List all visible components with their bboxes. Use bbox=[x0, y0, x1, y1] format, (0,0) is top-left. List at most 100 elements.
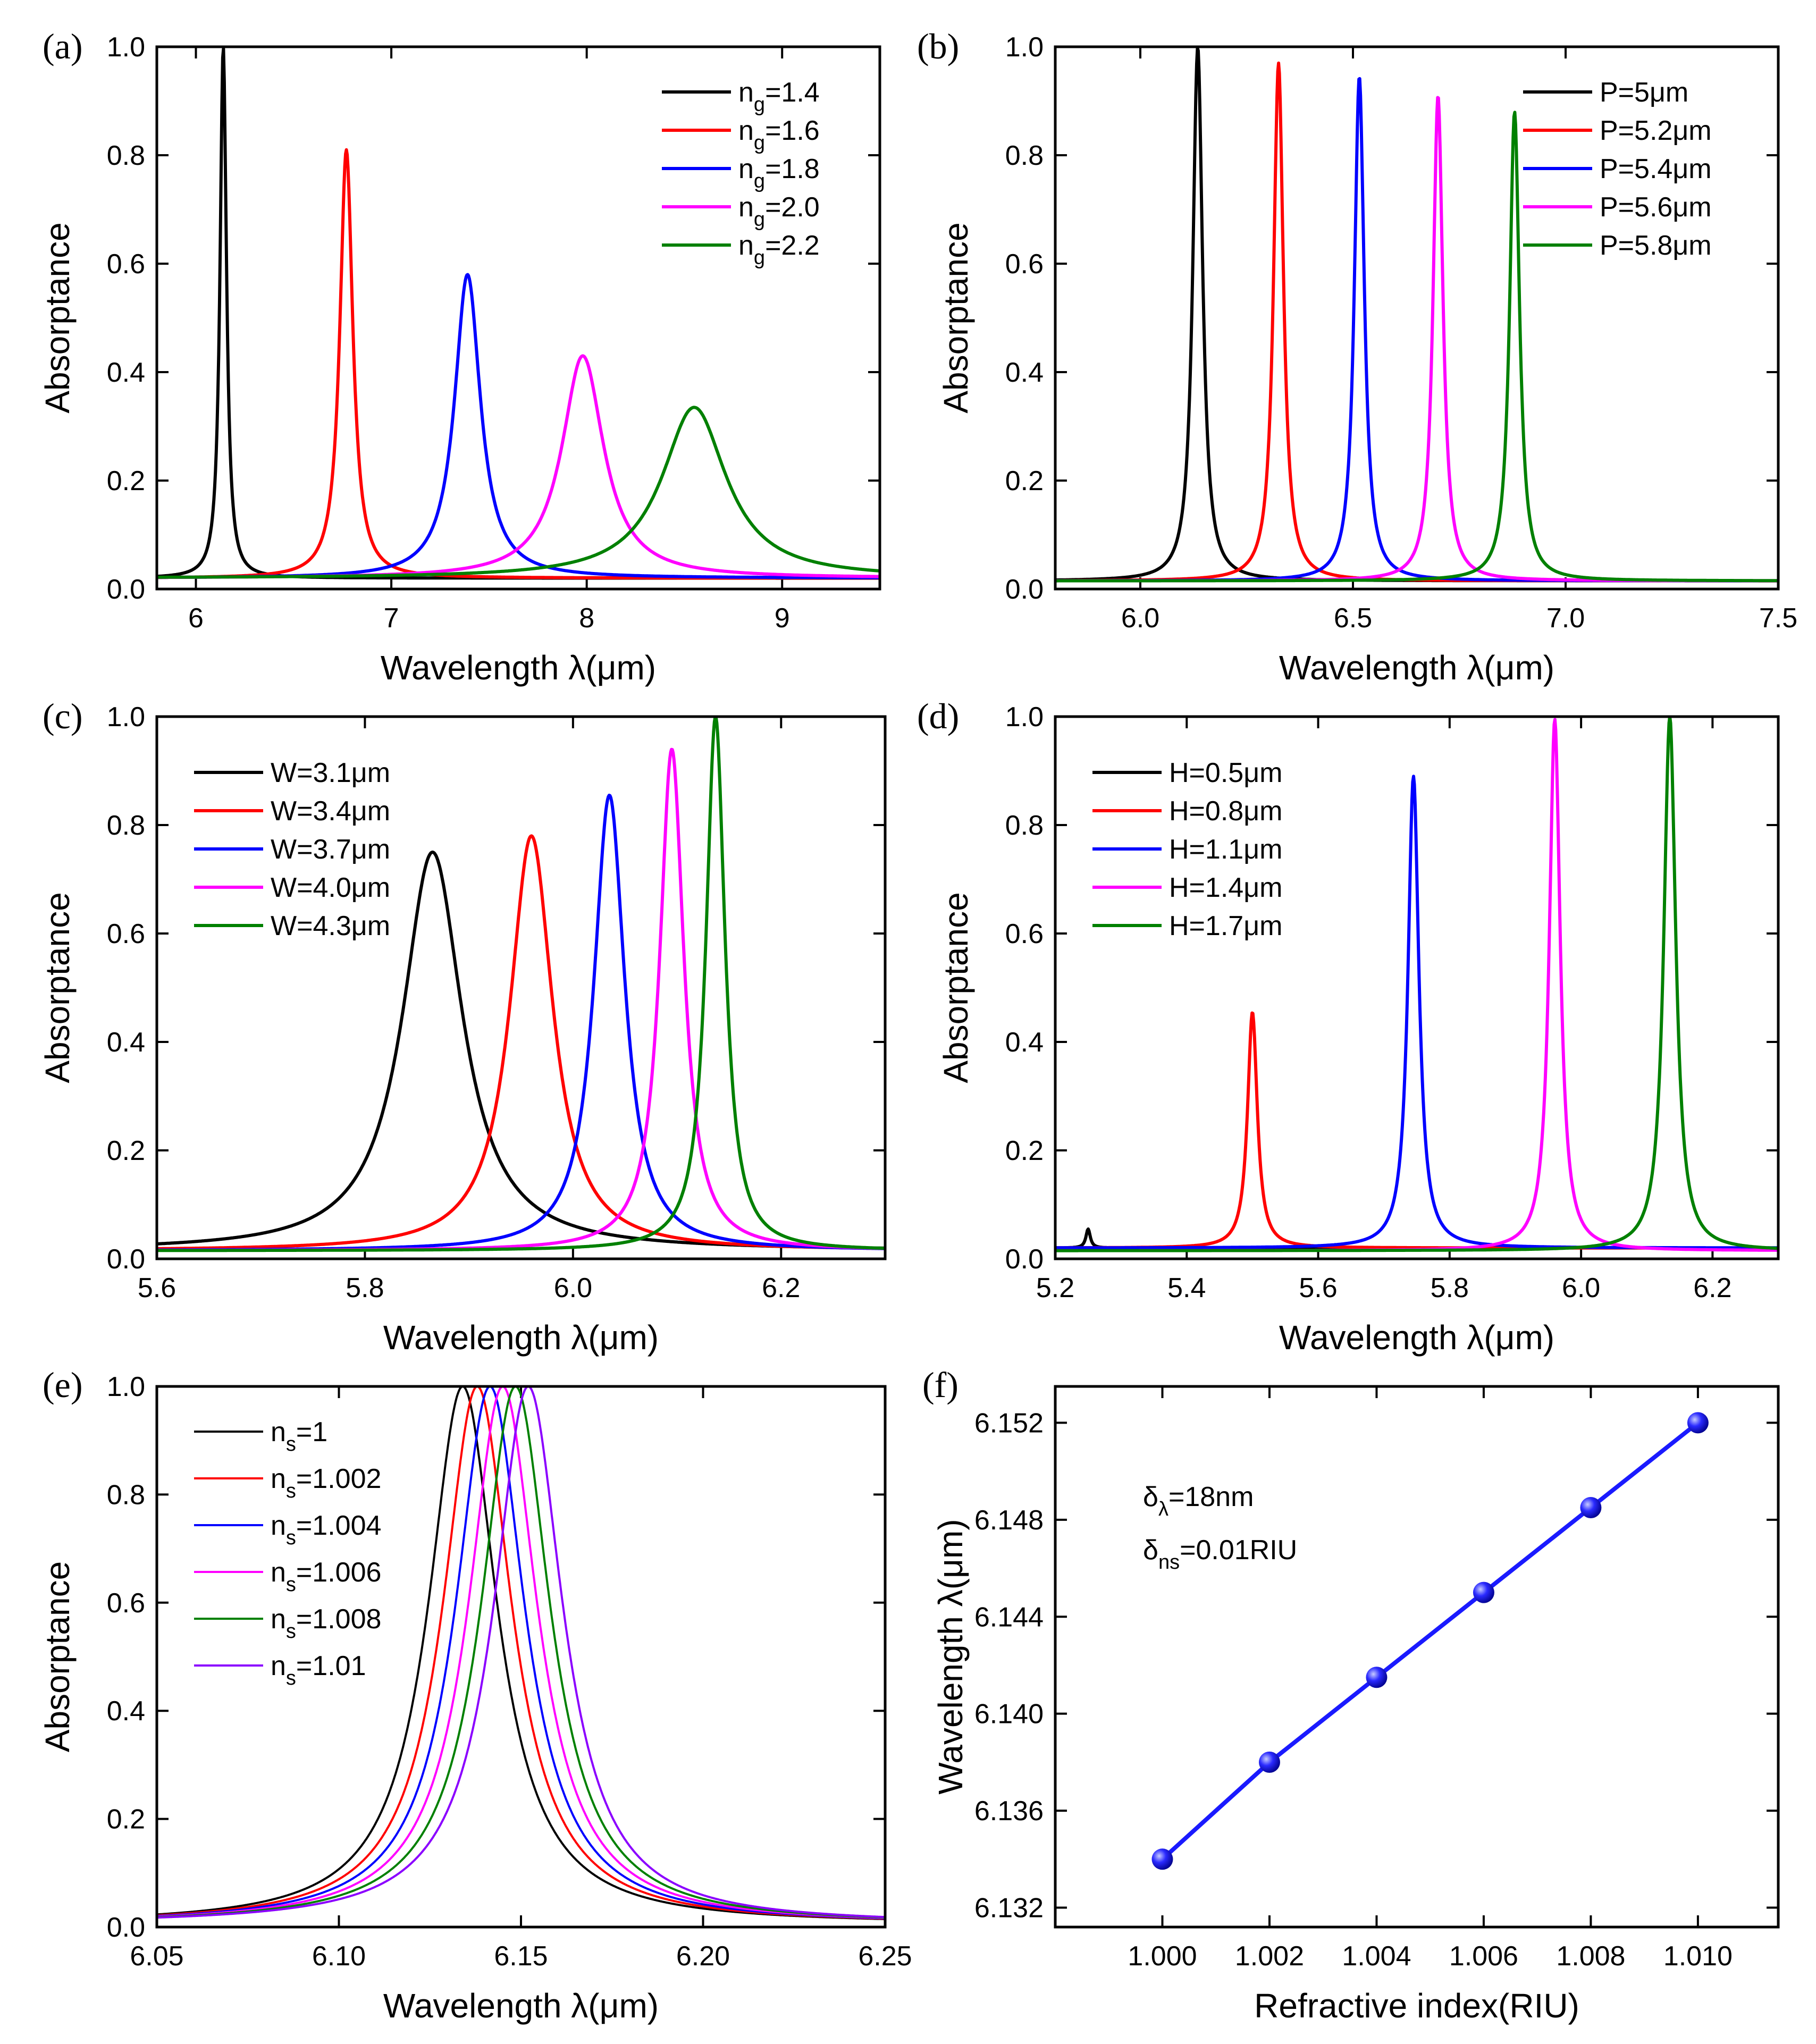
series-line-5 bbox=[1055, 717, 1778, 1252]
series-line-5 bbox=[157, 717, 885, 1252]
annotation-2-sub: ns bbox=[1158, 1551, 1180, 1574]
fit-line bbox=[1161, 1421, 1700, 1861]
y-tick-label: 6.132 bbox=[974, 1893, 1044, 1924]
legend-label-3-rest: =1.004 bbox=[296, 1510, 382, 1541]
y-tick-label: 1.0 bbox=[107, 702, 145, 733]
legend-label-4: ns=1.006 bbox=[271, 1557, 381, 1596]
legend-label-1: ns=1 bbox=[271, 1417, 327, 1456]
x-tick-label: 6.10 bbox=[312, 1941, 366, 1972]
x-tick-label: 6 bbox=[188, 603, 204, 634]
legend-label-1-main: n bbox=[271, 1417, 286, 1448]
plot-data bbox=[1161, 1421, 1700, 1861]
y-tick-label: 6.152 bbox=[974, 1408, 1044, 1439]
legend-label-1-main: P=5μm bbox=[1600, 77, 1688, 108]
legend-label-2-rest: =1.6 bbox=[765, 115, 820, 146]
legend-label-4: ng=2.0 bbox=[738, 192, 820, 231]
y-axis-label: Absorptance bbox=[38, 892, 77, 1083]
x-tick-label: 9 bbox=[775, 603, 790, 634]
plot-data bbox=[157, 1386, 885, 1921]
annotation-2-rest: =0.01RIU bbox=[1180, 1535, 1297, 1566]
x-axis-label: Wavelength λ(μm) bbox=[383, 1318, 659, 1357]
plot-data bbox=[1055, 47, 1778, 583]
data-point-3 bbox=[1366, 1667, 1388, 1688]
y-tick-label: 0.4 bbox=[1005, 1027, 1044, 1058]
legend-label-1: H=0.5μm bbox=[1169, 758, 1282, 788]
x-tick-label: 6.0 bbox=[1562, 1273, 1600, 1303]
series-line-5 bbox=[157, 1386, 885, 1919]
panel-d: (d) 5.2 5.4 5.6 5.8 6.0 6.2 0.0 0.2 0.4 0.6 0.8 1.0 W… bbox=[917, 696, 1780, 1357]
series-line-2 bbox=[1055, 1011, 1778, 1250]
series-line-5 bbox=[1055, 111, 1778, 583]
legend-label-4-main: n bbox=[738, 192, 754, 223]
legend-label-4-rest: =2.0 bbox=[765, 192, 820, 223]
panel-c: (c) 5.6 5.8 6.0 6.2 0.0 0.2 0.4 0.6 0.8 1.0 Wavelen… bbox=[38, 696, 887, 1357]
y-tick-label: 1.0 bbox=[1005, 32, 1044, 63]
legend-label-3-main: W=3.7μm bbox=[271, 834, 390, 865]
x-tick-label: 5.4 bbox=[1167, 1273, 1206, 1303]
legend-label-4: P=5.6μm bbox=[1600, 192, 1712, 223]
x-tick-label: 6.5 bbox=[1334, 603, 1372, 634]
legend-label-3: ns=1.004 bbox=[271, 1510, 381, 1549]
y-tick-label: 6.140 bbox=[974, 1699, 1044, 1730]
x-tick-label: 5.8 bbox=[1431, 1273, 1469, 1303]
legend-label-2: W=3.4μm bbox=[271, 796, 390, 827]
y-tick-label: 0.6 bbox=[1005, 919, 1044, 949]
series-line-1 bbox=[157, 851, 885, 1250]
legend: H=0.5μm H=0.8μm H=1.1μm H=1.4μm H=1.7μm bbox=[1092, 758, 1282, 941]
y-tick-label: 0.8 bbox=[107, 810, 145, 841]
x-tick-label: 7.0 bbox=[1546, 603, 1585, 634]
y-tick-label: 0.2 bbox=[1005, 1135, 1044, 1166]
legend-label-3: W=3.7μm bbox=[271, 834, 390, 865]
legend-label-4-main: P=5.6μm bbox=[1600, 192, 1712, 223]
y-tick-label: 0.2 bbox=[107, 1804, 145, 1835]
x-tick-label: 1.010 bbox=[1663, 1941, 1733, 1972]
legend-label-5-sub: s bbox=[286, 1620, 296, 1643]
legend-label-1-sub: s bbox=[286, 1433, 296, 1456]
legend-label-2-rest: =1.002 bbox=[296, 1463, 382, 1494]
legend-label-5-main: n bbox=[271, 1604, 286, 1635]
x-tick-label: 6.15 bbox=[494, 1941, 548, 1972]
y-axis-label: Absorptance bbox=[38, 222, 77, 413]
legend-label-5: P=5.8μm bbox=[1600, 230, 1712, 261]
legend-label-3-sub: g bbox=[754, 170, 765, 192]
legend-label-1-sub: g bbox=[754, 94, 765, 116]
legend-label-4-sub: s bbox=[286, 1574, 296, 1596]
legend-label-5-rest: =2.2 bbox=[765, 230, 820, 261]
x-tick-label: 1.006 bbox=[1449, 1941, 1518, 1972]
series-line-3 bbox=[1055, 775, 1778, 1250]
legend-label-5: H=1.7μm bbox=[1169, 911, 1282, 941]
y-axis-label: Absorptance bbox=[937, 892, 975, 1083]
legend-label-5: W=4.3μm bbox=[271, 911, 390, 941]
legend-label-1: W=3.1μm bbox=[271, 758, 390, 788]
legend-label-3-main: n bbox=[271, 1510, 286, 1541]
y-tick-label: 0.2 bbox=[107, 1135, 145, 1166]
panel-e: (e) 6.05 6.10 6.15 6.20 6.25 0.0 0.2 0.4 0.6 0.8 1.… bbox=[38, 1365, 912, 2025]
legend-label-4: H=1.4μm bbox=[1169, 872, 1282, 903]
annotation-1-rest: =18nm bbox=[1168, 1482, 1254, 1512]
x-tick-label: 6.0 bbox=[1121, 603, 1159, 634]
legend-label-3: ng=1.8 bbox=[738, 154, 820, 192]
series-line-3 bbox=[157, 794, 885, 1252]
legend: ng=1.4ng=1.6ng=1.8ng=2.0ng=2.2 bbox=[662, 77, 820, 269]
x-tick-label: 5.8 bbox=[346, 1273, 384, 1303]
y-tick-label: 0.4 bbox=[107, 357, 145, 388]
annotation-2: δns=0.01RIU bbox=[1143, 1535, 1297, 1574]
legend-label-1-rest: =1.4 bbox=[765, 77, 820, 108]
y-tick-label: 6.148 bbox=[974, 1505, 1044, 1536]
y-tick-label: 0.6 bbox=[1005, 249, 1044, 280]
legend-label-5-main: P=5.8μm bbox=[1600, 230, 1712, 261]
y-tick-label: 0.4 bbox=[107, 1696, 145, 1727]
legend-label-3-rest: =1.8 bbox=[765, 154, 820, 184]
legend-label-4-sub: g bbox=[754, 208, 765, 231]
plot-frame bbox=[155, 715, 887, 1260]
y-axis-label: Absorptance bbox=[937, 222, 975, 413]
legend-label-2-main: W=3.4μm bbox=[271, 796, 390, 827]
legend-label-5-sub: g bbox=[754, 247, 765, 269]
legend-label-1-main: n bbox=[738, 77, 754, 108]
legend-label-5-main: H=1.7μm bbox=[1169, 911, 1282, 941]
x-tick-label: 8 bbox=[579, 603, 594, 634]
panel-label: (a) bbox=[43, 26, 82, 66]
x-axis-label: Wavelength λ(μm) bbox=[1279, 1318, 1554, 1357]
y-tick-label: 0.2 bbox=[1005, 466, 1044, 497]
legend-label-6-rest: =1.01 bbox=[296, 1651, 366, 1681]
